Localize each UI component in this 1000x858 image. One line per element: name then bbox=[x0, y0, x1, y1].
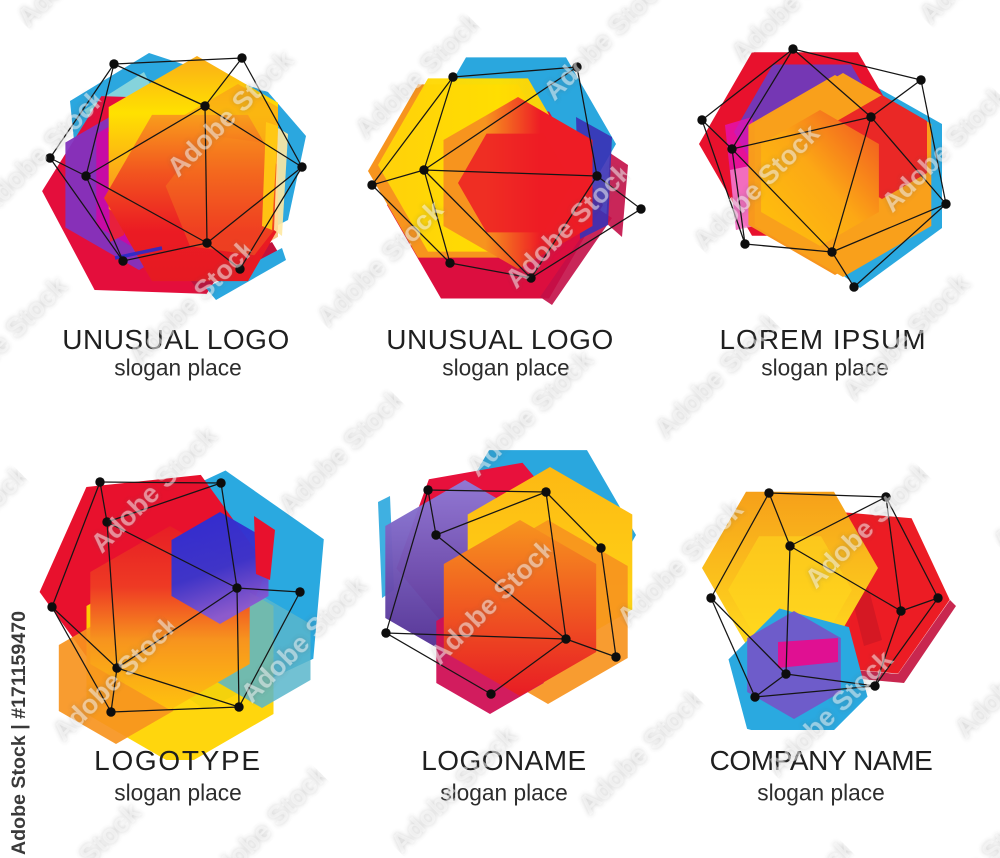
svg-text:Adobe Stock | #171159470: Adobe Stock | #171159470 bbox=[8, 611, 30, 855]
